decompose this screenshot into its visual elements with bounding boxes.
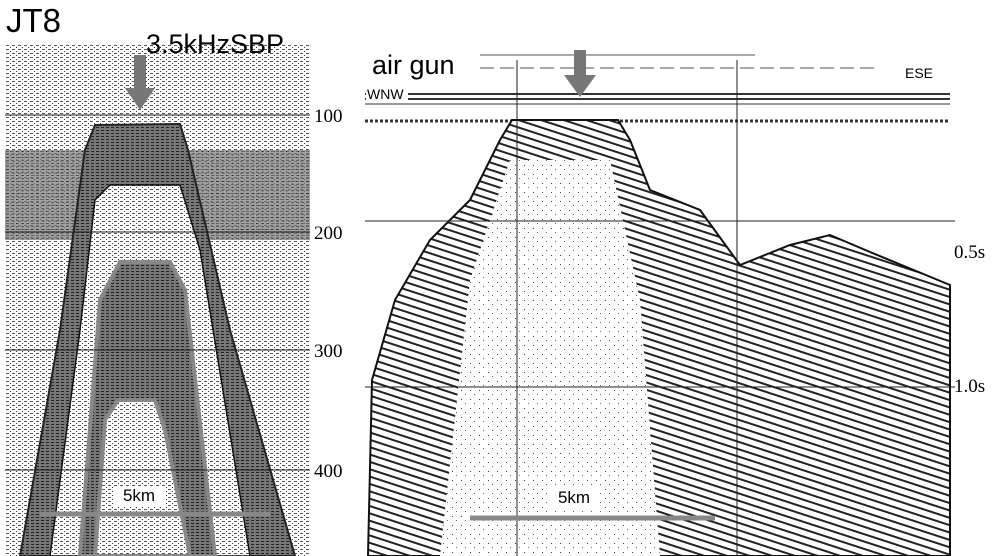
scale-label: 5km <box>123 486 155 505</box>
panel-title: JT8 <box>6 2 61 39</box>
time-labels: 0.5s 1.0s <box>954 242 985 397</box>
right-panel: 5km air gun WNW ESE 0.5s 1.0s <box>365 50 985 556</box>
left-panel: 5km JT8 3.5kHzSBP 100 200 300 400 <box>0 0 343 556</box>
direction-label: WNW <box>367 86 404 102</box>
scale-label: 5km <box>558 488 590 507</box>
depth-labels: 100 200 300 400 <box>314 106 343 482</box>
depth-label: 100 <box>314 106 343 127</box>
time-label: 1.0s <box>954 376 985 397</box>
panel-subtitle: 3.5kHzSBP <box>146 29 284 59</box>
seafloor-bands <box>365 94 950 121</box>
direction-label: ESE <box>905 65 933 81</box>
arrow <box>564 50 596 97</box>
figure: 5km JT8 3.5kHzSBP 100 200 300 400 <box>0 0 997 556</box>
depth-label: 200 <box>314 223 343 244</box>
depth-label: 400 <box>314 461 343 482</box>
time-label: 0.5s <box>954 242 985 263</box>
panel-title: air gun <box>372 50 455 80</box>
depth-label: 300 <box>314 341 343 362</box>
